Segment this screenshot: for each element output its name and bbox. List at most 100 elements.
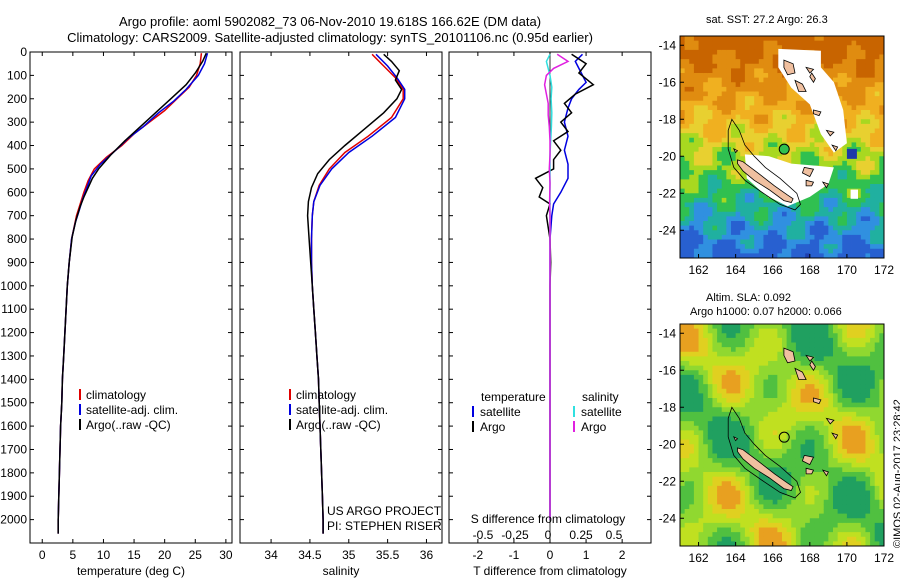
grid-cell [693,221,699,227]
grid-cell [865,128,871,134]
grid-cell [721,211,727,217]
grid-cell [726,398,732,404]
grid-cell [698,156,704,162]
grid-cell [712,393,718,399]
grid-cell [735,184,741,190]
grid-cell [712,495,718,501]
grid-cell [731,63,737,69]
grid-cell [703,73,709,79]
grid-cell [735,96,741,102]
grid-cell [758,444,764,450]
grid-cell [870,467,876,473]
grid-cell [782,239,788,245]
grid-cell [828,207,834,213]
grid-cell [870,398,876,404]
grid-cell [768,541,774,547]
grid-cell [870,448,876,454]
grid-cell [791,541,797,547]
grid-cell [823,509,829,515]
grid-cell [791,202,797,208]
grid-cell [763,361,769,367]
grid-cell [833,458,839,464]
grid-cell [684,49,690,55]
grid-cell [879,123,885,129]
grid-cell [703,96,709,102]
grid-cell [777,244,783,250]
grid-cell [726,356,732,362]
grid-cell [726,337,732,343]
grid-cell [754,211,760,217]
grid-cell [758,63,764,69]
grid-cell [856,384,862,390]
grid-cell [805,430,811,436]
grid-cell [768,374,774,380]
grid-cell [791,234,797,240]
grid-cell [735,527,741,533]
land-malekula [794,79,807,92]
grid-cell [744,248,750,254]
grid-cell [791,416,797,422]
grid-cell [846,462,852,468]
grid-cell [879,253,885,259]
grid-cell [856,527,862,533]
grid-cell [786,36,792,42]
grid-cell [707,365,713,371]
grid-cell [805,333,811,339]
grid-cell [814,244,820,250]
grid-cell [856,509,862,515]
grid-cell [721,337,727,343]
grid-cell [846,91,852,97]
grid-cell [837,462,843,468]
grid-cell [744,114,750,120]
grid-cell [805,411,811,417]
grid-cell [860,216,866,222]
grid-cell [879,211,885,217]
grid-cell [791,36,797,42]
grid-cell [740,374,746,380]
grid-cell [777,462,783,468]
grid-cell [814,128,820,134]
grid-cell [693,541,699,547]
grid-cell [726,522,732,528]
grid-cell [879,518,885,524]
grid-cell [744,509,750,515]
grid-cell [726,82,732,88]
grid-cell [680,147,686,153]
grid-cell [782,374,788,380]
grid-cell [726,324,732,330]
grid-cell [874,444,880,450]
grid-cell [874,91,880,97]
grid-cell [749,225,755,231]
grid-cell [856,202,862,208]
grid-cell [842,504,848,510]
grid-cell [698,499,704,505]
grid-cell [874,82,880,88]
grid-cell [744,374,750,380]
grid-cell [819,347,825,353]
grid-cell [823,151,829,157]
grid-cell [768,82,774,88]
grid-cell [744,73,750,79]
grid-cell [814,407,820,413]
grid-cell [819,225,825,231]
grid-cell [782,435,788,441]
grid-cell [758,476,764,482]
grid-cell [823,522,829,528]
grid-cell [731,342,737,348]
grid-cell [703,114,709,120]
grid-cell [721,384,727,390]
grid-cell [819,207,825,213]
grid-cell [795,142,801,148]
grid-cell [837,453,843,459]
grid-cell [856,490,862,496]
grid-cell [870,179,876,185]
grid-cell [749,472,755,478]
grid-cell [707,86,713,92]
grid-cell [698,174,704,180]
grid-cell [791,499,797,505]
grid-cell [763,239,769,245]
grid-cell [749,36,755,42]
grid-cell [865,509,871,515]
grid-cell [870,324,876,330]
grid-cell [735,137,741,143]
